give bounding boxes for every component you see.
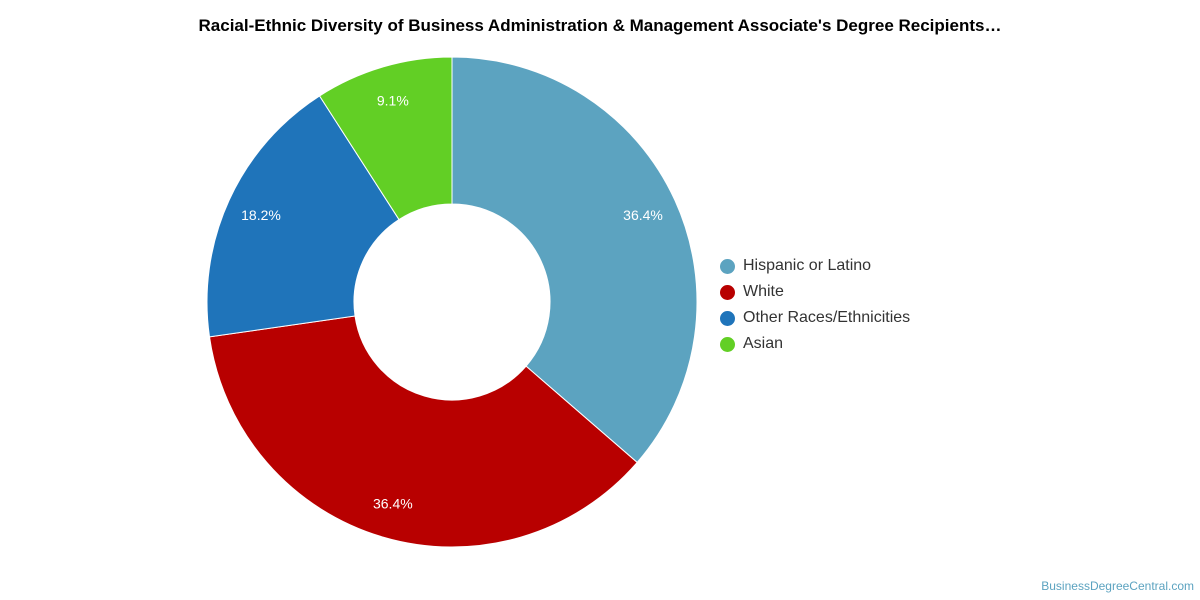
- pie-slice-3: [318, 56, 453, 221]
- legend-label: White: [743, 283, 784, 300]
- pie-slice-0: [451, 56, 698, 464]
- legend-swatch-icon: [720, 310, 735, 326]
- legend-swatch-icon: [720, 336, 735, 352]
- slice-label-0: 36.4%: [623, 207, 663, 223]
- legend-label: Hispanic or Latino: [743, 257, 872, 274]
- legend-item-1[interactable]: White: [720, 279, 910, 305]
- legend-item-2[interactable]: Other Races/Ethnicities: [720, 305, 910, 331]
- legend-item-0[interactable]: Hispanic or Latino: [720, 253, 910, 279]
- legend-swatch-icon: [720, 258, 735, 274]
- legend-swatch-icon: [720, 284, 735, 300]
- slice-label-3: 9.1%: [377, 93, 409, 109]
- pie-slice-2: [206, 95, 400, 338]
- legend-item-3[interactable]: Asian: [720, 331, 910, 357]
- legend-label: Asian: [743, 335, 784, 352]
- watermark: BusinessDegreeCentral.com: [1041, 579, 1194, 593]
- slice-label-2: 18.2%: [241, 207, 281, 223]
- pie-slice-1: [208, 315, 638, 548]
- chart-legend: Hispanic or Latino White Other Races/Ethni…: [720, 253, 910, 357]
- chart-title: Racial-Ethnic Diversity of Business Admi…: [198, 16, 1002, 35]
- legend-label: Other Races/Ethnicities: [743, 309, 911, 326]
- slice-label-1: 36.4%: [373, 495, 413, 511]
